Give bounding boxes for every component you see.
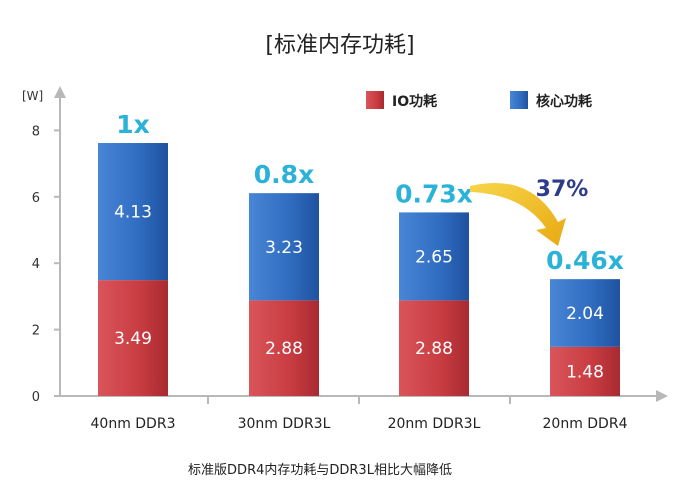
ratio-label: 0.46x [546, 246, 624, 275]
reduction-arrow [470, 182, 566, 246]
category-label: 20nm DDR4 [543, 416, 628, 432]
segment-value-label: 2.65 [415, 247, 453, 267]
bar-segment-core [249, 193, 319, 301]
ratio-label: 1x [116, 110, 150, 139]
y-tick-label: 4 [32, 257, 40, 272]
ratio-label: 0.8x [254, 160, 314, 189]
segment-value-label: 2.04 [566, 304, 604, 324]
reduction-annotation: 37% [470, 177, 588, 246]
ratio-label: 0.73x [395, 179, 473, 208]
segment-value-label: 2.88 [265, 339, 303, 359]
y-tick-label: 6 [32, 191, 40, 206]
y-axis-arrowhead [54, 86, 66, 98]
legend-swatch-io [366, 91, 384, 109]
bar-segment-io [399, 300, 469, 396]
ratio-labels: 1x 0.8x 0.73x 0.46x [116, 110, 624, 275]
bar-segment-io [550, 346, 620, 396]
legend-label-core: 核心功耗 [536, 93, 592, 110]
category-label: 30nm DDR3L [238, 416, 331, 432]
bar-segment-core [98, 143, 168, 281]
y-tick-label: 2 [32, 324, 40, 339]
bars [98, 143, 620, 396]
legend-swatch-core [510, 91, 528, 109]
x-category-dividers [207, 396, 511, 404]
segment-value-label: 3.49 [114, 329, 152, 349]
bar-segment-core [550, 279, 620, 347]
category-labels: 40nm DDR3 30nm DDR3L 20nm DDR3L 20nm DDR4 [91, 416, 628, 432]
segment-value-label: 1.48 [566, 362, 604, 382]
chart-title: [标准内存功耗] [265, 33, 414, 58]
segment-value-label: 4.13 [114, 203, 152, 223]
segment-value-label: 3.23 [265, 238, 303, 258]
chart-caption: 标准版DDR4内存功耗与DDR3L相比大幅降低 [188, 462, 452, 478]
y-axis [54, 86, 66, 396]
y-tick-label: 0 [32, 390, 40, 405]
bar-segment-io [98, 280, 168, 396]
bar-segment-io [249, 300, 319, 396]
segment-value-label: 2.88 [415, 339, 453, 359]
legend: IO功耗 核心功耗 [366, 91, 592, 110]
y-ticks: 0 2 4 6 8 [32, 124, 60, 405]
legend-label-io: IO功耗 [392, 93, 437, 110]
segment-value-labels: 3.49 4.13 2.88 3.23 2.88 2.65 1.48 2.04 [114, 203, 604, 383]
y-tick-label: 8 [32, 124, 40, 139]
reduction-percentage-label: 37% [536, 177, 589, 202]
y-axis-unit: [W] [22, 89, 43, 103]
x-axis-arrowhead [656, 390, 668, 402]
bar-segment-core [399, 212, 469, 301]
category-label: 20nm DDR3L [388, 416, 481, 432]
category-label: 40nm DDR3 [91, 416, 176, 432]
